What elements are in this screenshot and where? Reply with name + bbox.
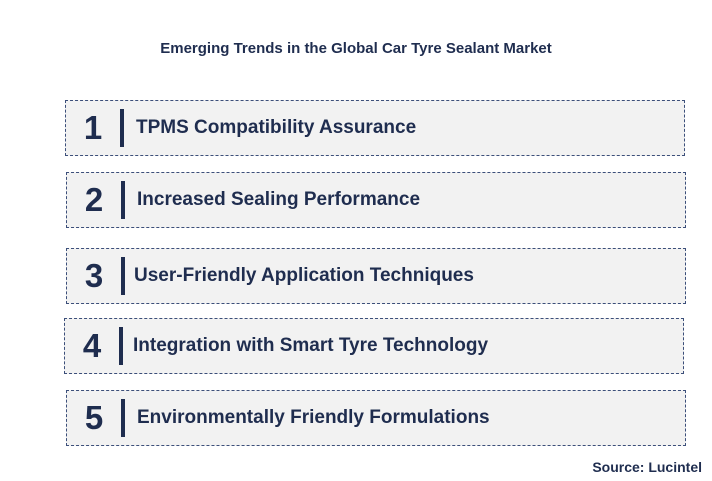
trend-divider-bar <box>119 327 123 365</box>
trend-number: 3 <box>84 257 104 294</box>
trend-row-3: 3 User-Friendly Application Techniques <box>66 248 686 304</box>
trend-divider-bar <box>121 181 125 219</box>
trend-row-5: 5 Environmentally Friendly Formulations <box>66 390 686 446</box>
trend-row-4: 4 Integration with Smart Tyre Technology <box>64 318 684 374</box>
trend-divider-bar <box>121 399 125 437</box>
diagram-title: Emerging Trends in the Global Car Tyre S… <box>160 40 552 57</box>
trend-row-2: 2 Increased Sealing Performance <box>66 172 686 228</box>
trend-label: Increased Sealing Performance <box>137 189 421 210</box>
source-credit: Source: Lucintel <box>592 459 702 475</box>
trend-label: User-Friendly Application Techniques <box>134 265 474 286</box>
trend-label: Environmentally Friendly Formulations <box>137 407 490 428</box>
trend-row-1: 1 TPMS Compatibility Assurance <box>65 100 685 156</box>
trend-number: 5 <box>84 399 104 436</box>
trend-number: 1 <box>83 109 103 146</box>
trend-label: Integration with Smart Tyre Technology <box>133 335 489 356</box>
trend-label: TPMS Compatibility Assurance <box>136 117 417 138</box>
trend-divider-bar <box>120 109 124 147</box>
trend-number: 2 <box>84 181 104 218</box>
trend-number: 4 <box>82 327 102 364</box>
trend-divider-bar <box>121 257 125 295</box>
